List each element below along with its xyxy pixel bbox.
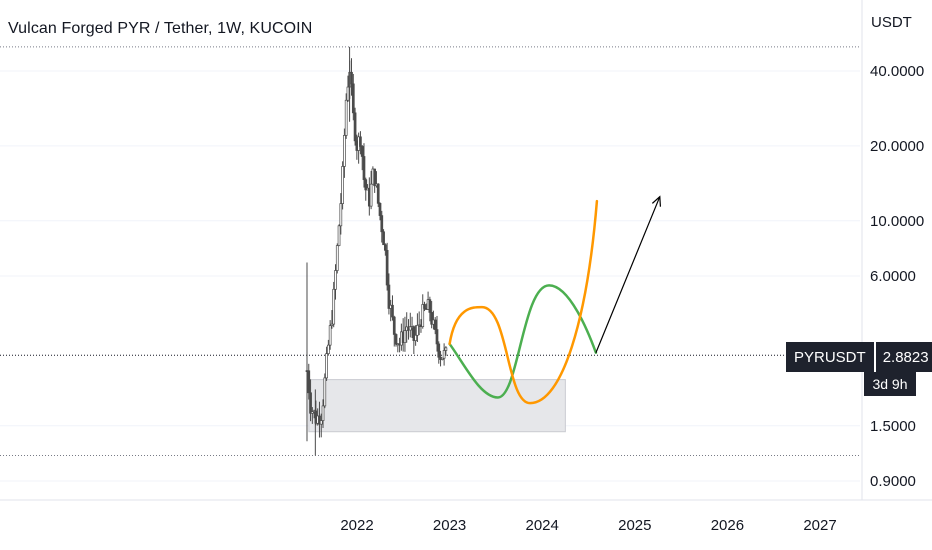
candle-body <box>351 83 355 114</box>
candle-body <box>416 324 419 336</box>
price-tick-label: 40.0000 <box>870 63 924 80</box>
time-axis-layer: 2022 2023 2024 2025 2026 2027 <box>0 499 932 534</box>
candle-body <box>369 183 373 207</box>
projection-arrow <box>595 196 661 353</box>
candle-body <box>435 329 439 345</box>
candle-body <box>430 312 433 325</box>
candle-body <box>442 350 446 359</box>
candle-body <box>414 334 417 341</box>
candle-body <box>392 316 396 335</box>
candle-body <box>373 168 377 187</box>
bar-countdown: 3d 9h <box>864 372 916 396</box>
candle-body <box>339 203 343 227</box>
candle-body <box>403 330 407 343</box>
candle-body <box>360 146 364 157</box>
candle-body <box>440 357 444 360</box>
candle-body <box>444 347 448 351</box>
candle-body <box>387 284 391 309</box>
candle-body <box>309 392 312 414</box>
chart-title: Vulcan Forged PYR / Tether, 1W, KUCOIN <box>8 20 313 37</box>
candle-body <box>408 326 412 331</box>
candle-body <box>346 86 350 101</box>
candle-body <box>362 156 366 181</box>
candle-body <box>421 304 425 327</box>
price-tick-label: 1.5000 <box>870 418 916 435</box>
candle-body <box>391 304 394 318</box>
candle-body <box>337 225 341 246</box>
candle-body <box>307 370 311 394</box>
candle-body <box>433 319 437 330</box>
candle-body <box>376 183 380 204</box>
orange-projection-wave <box>448 199 599 405</box>
candle-body <box>423 304 426 309</box>
candle-body <box>359 136 362 147</box>
time-tick-label: 2023 <box>433 517 466 534</box>
price-tick-label: 6.0000 <box>870 268 916 285</box>
candle-body <box>353 112 357 142</box>
candle-body <box>344 99 348 136</box>
candle-body <box>385 249 389 286</box>
candle-body <box>382 231 385 246</box>
arrow-head <box>651 195 662 207</box>
candle-body <box>437 343 441 358</box>
time-tick-label: 2022 <box>340 517 373 534</box>
candle-body <box>328 325 332 346</box>
demand-zone <box>308 379 566 433</box>
demand-zone-layer <box>308 379 566 433</box>
price-tick-label: 0.9000 <box>870 473 916 490</box>
candle-body <box>394 334 398 345</box>
time-tick-label: 2026 <box>711 517 744 534</box>
price-tick-label: 10.0000 <box>870 213 924 230</box>
price-tick-label: 20.0000 <box>870 138 924 155</box>
candle-body <box>310 411 314 414</box>
candle-body <box>412 326 416 341</box>
candle-body <box>332 288 336 325</box>
candle-body <box>428 299 432 313</box>
candle-body <box>378 203 382 216</box>
currency-label: USDT <box>871 14 912 31</box>
candles-layer <box>305 46 448 456</box>
candle-body <box>383 244 387 251</box>
candle-body <box>321 405 325 421</box>
current-price-tag: PYRUSDT 2.8823 <box>786 342 932 372</box>
time-tick-label: 2025 <box>618 517 651 534</box>
price-axis-layer: 40.0000 20.0000 10.0000 6.0000 1.5000 0.9000 <box>861 0 924 500</box>
time-tick-label: 2027 <box>803 517 836 534</box>
time-tick-label: 2024 <box>526 517 559 534</box>
symbol-label: PYRUSDT <box>786 342 874 372</box>
candle-body <box>325 353 328 379</box>
candle-body <box>364 179 368 191</box>
candle-body <box>335 245 339 271</box>
candle-body <box>327 344 330 354</box>
candle-body <box>341 166 344 204</box>
candle-body <box>350 71 353 85</box>
green-projection-wave <box>448 284 598 399</box>
candle-body <box>330 323 334 326</box>
candle-body <box>343 135 346 167</box>
candle-body <box>380 215 384 233</box>
candle-body <box>318 415 321 425</box>
price-label: 2.8823 <box>875 342 932 372</box>
projection-drawings-layer <box>448 195 662 405</box>
candle-body <box>334 270 337 290</box>
candle-body <box>319 420 323 425</box>
candle-body <box>323 377 327 407</box>
